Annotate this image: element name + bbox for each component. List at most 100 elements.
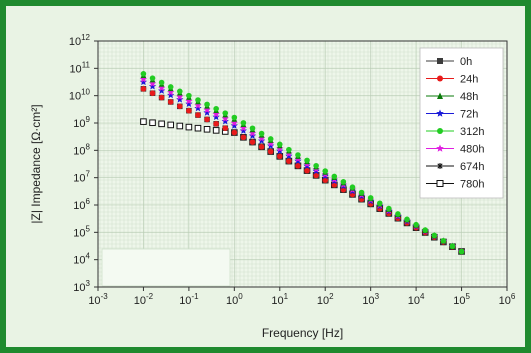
data-point	[167, 121, 175, 129]
legend-item-48h: 48h	[426, 91, 478, 103]
data-point	[431, 232, 438, 239]
data-point	[148, 79, 157, 87]
data-point	[222, 125, 229, 131]
data-point	[212, 127, 220, 134]
data-point	[230, 119, 238, 127]
data-point	[213, 121, 219, 127]
legend-box	[419, 47, 504, 199]
data-point	[436, 109, 444, 117]
legend-label: 0h	[460, 56, 472, 68]
y-tick-label: 108	[73, 142, 90, 157]
data-point	[221, 114, 229, 122]
x-tick-label: 106	[499, 292, 516, 307]
data-point	[203, 106, 211, 113]
data-point	[213, 105, 219, 112]
legend-label: 312h	[460, 126, 484, 138]
data-point	[248, 131, 257, 139]
y-axis-ticks: 103 104 105 106 107 108 109 1010 1011 1012	[69, 33, 98, 294]
data-point	[313, 162, 319, 169]
data-point	[276, 141, 283, 148]
data-point	[194, 101, 202, 109]
legend-item-0h: 0h	[426, 56, 472, 68]
data-point	[295, 152, 301, 158]
data-point	[194, 124, 202, 132]
x-tick-label: 100	[226, 292, 243, 307]
y-tick-label: 103	[73, 279, 90, 294]
data-point	[249, 139, 256, 145]
data-point	[295, 163, 301, 169]
data-point	[376, 200, 383, 207]
data-point	[367, 195, 374, 201]
legend: 0h 24h 48h 72h 312h 480h 674h 780h	[419, 47, 504, 199]
legend-item-780h: 780h	[426, 179, 484, 191]
legend-label: 674h	[460, 161, 484, 173]
data-point	[167, 84, 174, 90]
data-point	[195, 112, 201, 118]
x-axis-ticks: 10-3 10-2 10-1 100 101 102 103 104 105 106	[88, 287, 516, 307]
data-point	[286, 158, 292, 164]
x-tick-label: 10-2	[134, 292, 154, 307]
data-point	[267, 136, 274, 142]
data-point	[167, 99, 174, 105]
legend-item-24h: 24h	[426, 74, 478, 86]
data-point	[413, 221, 419, 228]
data-point	[304, 157, 310, 164]
data-point	[231, 129, 238, 136]
data-point	[258, 130, 265, 137]
data-point	[239, 124, 248, 132]
data-point	[386, 205, 392, 212]
data-point	[158, 79, 165, 86]
data-point	[422, 227, 429, 233]
data-point	[257, 137, 266, 144]
x-tick-label: 10-1	[179, 292, 199, 307]
x-tick-label: 103	[362, 292, 379, 307]
data-point	[212, 113, 220, 121]
x-tick-label: 10-3	[88, 292, 108, 307]
legend-label: 780h	[460, 179, 484, 191]
y-tick-label: 106	[73, 197, 90, 212]
data-point	[267, 139, 275, 147]
data-point	[140, 118, 147, 125]
data-point	[195, 97, 201, 103]
data-point	[194, 104, 202, 112]
data-point	[276, 153, 283, 160]
data-point	[249, 125, 256, 132]
y-tick-label: 1010	[69, 88, 91, 103]
data-point	[221, 117, 229, 125]
data-point	[331, 182, 338, 188]
legend-item-674h: 674h	[426, 161, 484, 173]
data-point	[212, 110, 220, 118]
data-point	[340, 179, 347, 185]
data-point	[276, 147, 284, 154]
data-point	[437, 58, 443, 64]
x-tick-label: 102	[317, 292, 334, 307]
data-point	[437, 128, 443, 134]
data-point	[149, 75, 156, 81]
x-tick-label: 104	[408, 292, 425, 307]
data-point	[158, 120, 165, 128]
series-312h	[140, 71, 465, 255]
y-tick-label: 109	[73, 115, 90, 130]
legend-label: 72h	[460, 109, 478, 121]
data-point	[177, 103, 183, 110]
data-point	[349, 184, 356, 190]
data-point	[240, 120, 247, 126]
data-point	[440, 237, 447, 244]
data-point	[158, 84, 166, 92]
data-point	[222, 110, 229, 116]
data-point	[149, 119, 156, 127]
data-point	[203, 125, 211, 133]
data-point	[148, 82, 157, 90]
data-point	[230, 121, 238, 129]
data-point	[203, 108, 211, 116]
data-point	[176, 92, 184, 100]
plot-border	[97, 40, 508, 288]
data-point	[358, 189, 365, 196]
data-point	[185, 100, 193, 107]
data-point	[177, 88, 183, 95]
legend-label: 480h	[460, 144, 484, 156]
data-point	[331, 173, 338, 180]
data-point	[267, 142, 275, 149]
x-axis-label: Frequency [Hz]	[262, 326, 343, 340]
data-point	[286, 146, 292, 153]
